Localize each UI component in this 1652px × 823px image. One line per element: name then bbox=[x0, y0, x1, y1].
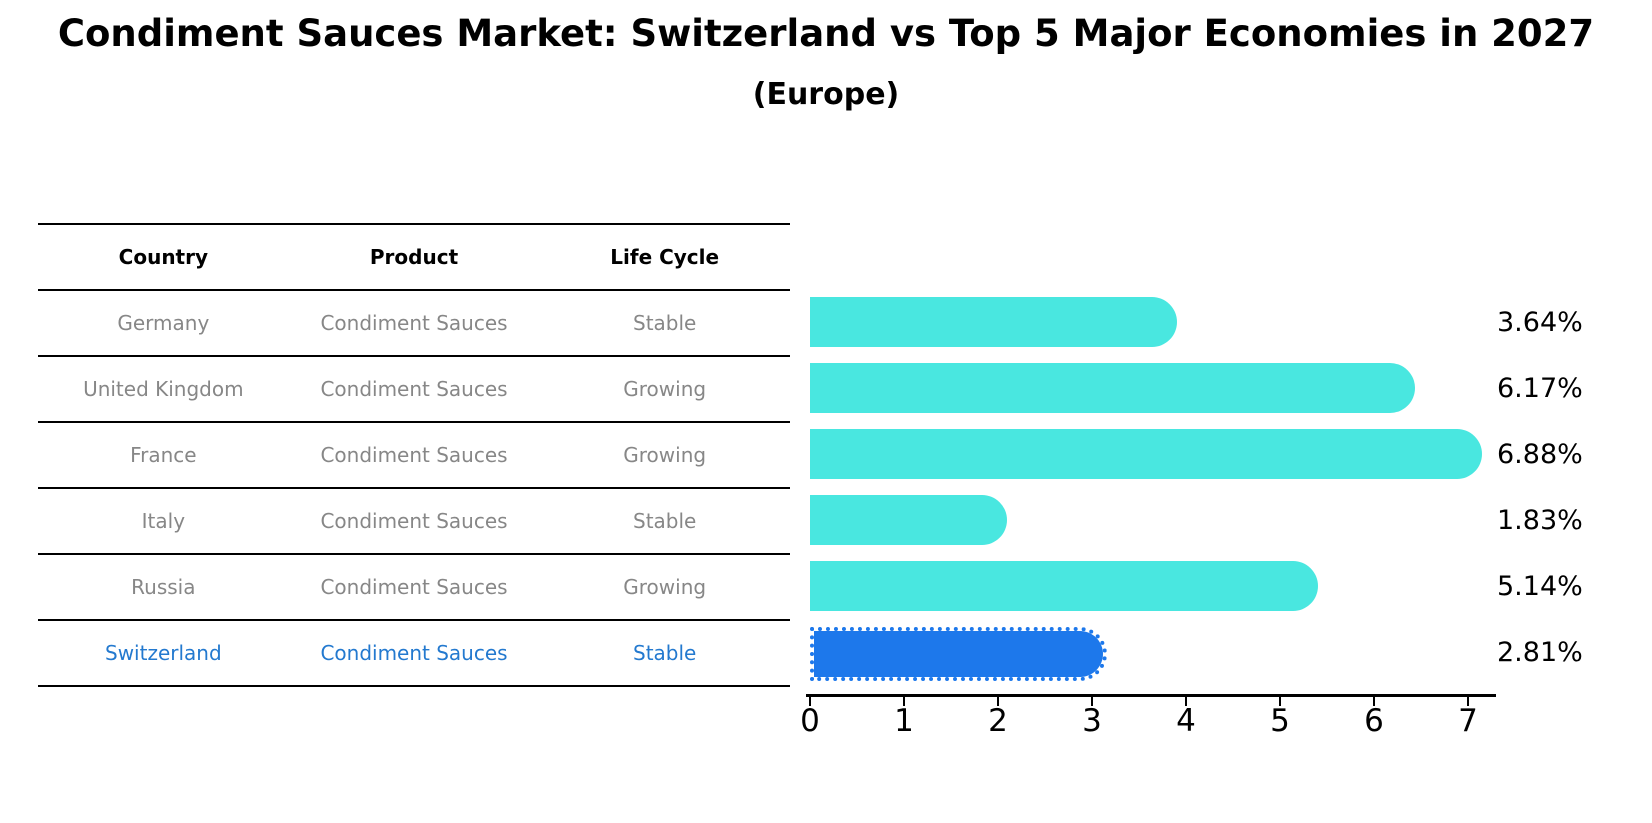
x-tick-label: 3 bbox=[1082, 703, 1102, 739]
cell-product: Condiment Sauces bbox=[320, 443, 508, 467]
x-tick-mark bbox=[1373, 697, 1375, 706]
cell-product: Condiment Sauces bbox=[320, 509, 508, 533]
bar-switzerland bbox=[810, 627, 1108, 681]
x-tick-mark bbox=[1467, 697, 1469, 706]
column-header-life-cycle: Life Cycle bbox=[610, 245, 720, 269]
bar-germany bbox=[810, 297, 1178, 347]
chart-subtitle: (Europe) bbox=[752, 77, 900, 112]
bar-italy bbox=[810, 495, 1008, 545]
cell-life-cycle: Stable bbox=[633, 311, 697, 335]
table-row: Italy Condiment Sauces Stable bbox=[38, 489, 790, 555]
cell-product: Condiment Sauces bbox=[320, 377, 508, 401]
cell-life-cycle: Stable bbox=[633, 641, 697, 665]
cell-country: France bbox=[130, 443, 197, 467]
x-tick-mark bbox=[1279, 697, 1281, 706]
x-tick-label: 6 bbox=[1364, 703, 1384, 739]
x-tick-mark bbox=[1091, 697, 1093, 706]
cell-life-cycle: Growing bbox=[623, 377, 707, 401]
value-label: 3.64% bbox=[1497, 307, 1583, 338]
cell-country: Russia bbox=[131, 575, 196, 599]
cell-country: United Kingdom bbox=[83, 377, 244, 401]
x-tick-mark bbox=[997, 697, 999, 706]
x-tick-mark bbox=[809, 697, 811, 706]
value-label: 1.83% bbox=[1497, 505, 1583, 536]
cell-life-cycle: Growing bbox=[623, 575, 707, 599]
cell-country: Italy bbox=[141, 509, 186, 533]
value-label: 6.17% bbox=[1497, 373, 1583, 404]
x-axis-line bbox=[806, 694, 1496, 697]
cell-life-cycle: Growing bbox=[623, 443, 707, 467]
table-header-row: Country Product Life Cycle bbox=[38, 225, 790, 291]
cell-product: Condiment Sauces bbox=[320, 575, 508, 599]
x-tick-mark bbox=[1185, 697, 1187, 706]
x-tick-label: 2 bbox=[988, 703, 1008, 739]
x-tick-label: 5 bbox=[1270, 703, 1290, 739]
cell-life-cycle: Stable bbox=[633, 509, 697, 533]
x-tick-label: 1 bbox=[894, 703, 914, 739]
value-label: 2.81% bbox=[1497, 637, 1583, 668]
table-row-switzerland: Switzerland Condiment Sauces Stable bbox=[38, 621, 790, 687]
x-tick-label: 7 bbox=[1458, 703, 1478, 739]
table-row: Russia Condiment Sauces Growing bbox=[38, 555, 790, 621]
cell-country: Switzerland bbox=[105, 641, 222, 665]
table-row: United Kingdom Condiment Sauces Growing bbox=[38, 357, 790, 423]
cell-product: Condiment Sauces bbox=[320, 311, 508, 335]
value-label: 5.14% bbox=[1497, 571, 1583, 602]
chart-title: Condiment Sauces Market: Switzerland vs … bbox=[57, 12, 1595, 55]
bar-russia bbox=[810, 561, 1319, 611]
x-tick-label: 0 bbox=[800, 703, 820, 739]
comparison-table: Country Product Life Cycle Germany Condi… bbox=[38, 223, 790, 687]
cell-country: Germany bbox=[117, 311, 210, 335]
x-tick-label: 4 bbox=[1176, 703, 1196, 739]
table-row: France Condiment Sauces Growing bbox=[38, 423, 790, 489]
cell-product: Condiment Sauces bbox=[320, 641, 508, 665]
column-header-country: Country bbox=[118, 245, 209, 269]
bar-united-kingdom bbox=[810, 363, 1415, 413]
table-row: Germany Condiment Sauces Stable bbox=[38, 291, 790, 357]
x-tick-mark bbox=[903, 697, 905, 706]
column-header-product: Product bbox=[369, 245, 459, 269]
bar-france bbox=[810, 429, 1482, 479]
value-label: 6.88% bbox=[1497, 439, 1583, 470]
